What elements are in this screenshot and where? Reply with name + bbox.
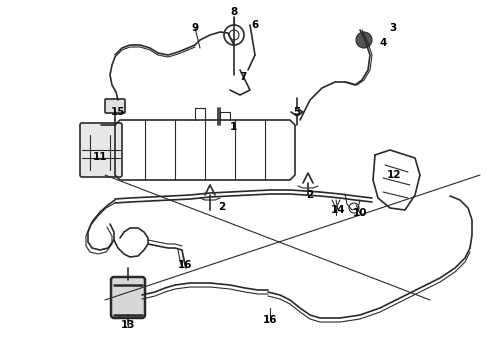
Text: 9: 9 — [192, 23, 198, 33]
Text: 8: 8 — [230, 7, 238, 17]
Circle shape — [356, 32, 372, 48]
Text: 3: 3 — [390, 23, 396, 33]
Text: 15: 15 — [111, 107, 125, 117]
Text: 14: 14 — [331, 205, 345, 215]
Text: 7: 7 — [239, 72, 246, 82]
Text: 1: 1 — [229, 122, 237, 132]
Text: 10: 10 — [353, 208, 367, 218]
Text: 13: 13 — [121, 320, 135, 330]
Text: 2: 2 — [306, 190, 314, 200]
FancyBboxPatch shape — [105, 99, 125, 113]
Text: 6: 6 — [251, 20, 259, 30]
FancyBboxPatch shape — [80, 123, 122, 177]
Text: 12: 12 — [387, 170, 401, 180]
Text: 11: 11 — [93, 152, 107, 162]
Text: 16: 16 — [178, 260, 192, 270]
Text: 4: 4 — [379, 38, 387, 48]
FancyBboxPatch shape — [111, 277, 145, 318]
Text: 16: 16 — [263, 315, 277, 325]
Text: 5: 5 — [294, 107, 301, 117]
Text: 2: 2 — [219, 202, 225, 212]
